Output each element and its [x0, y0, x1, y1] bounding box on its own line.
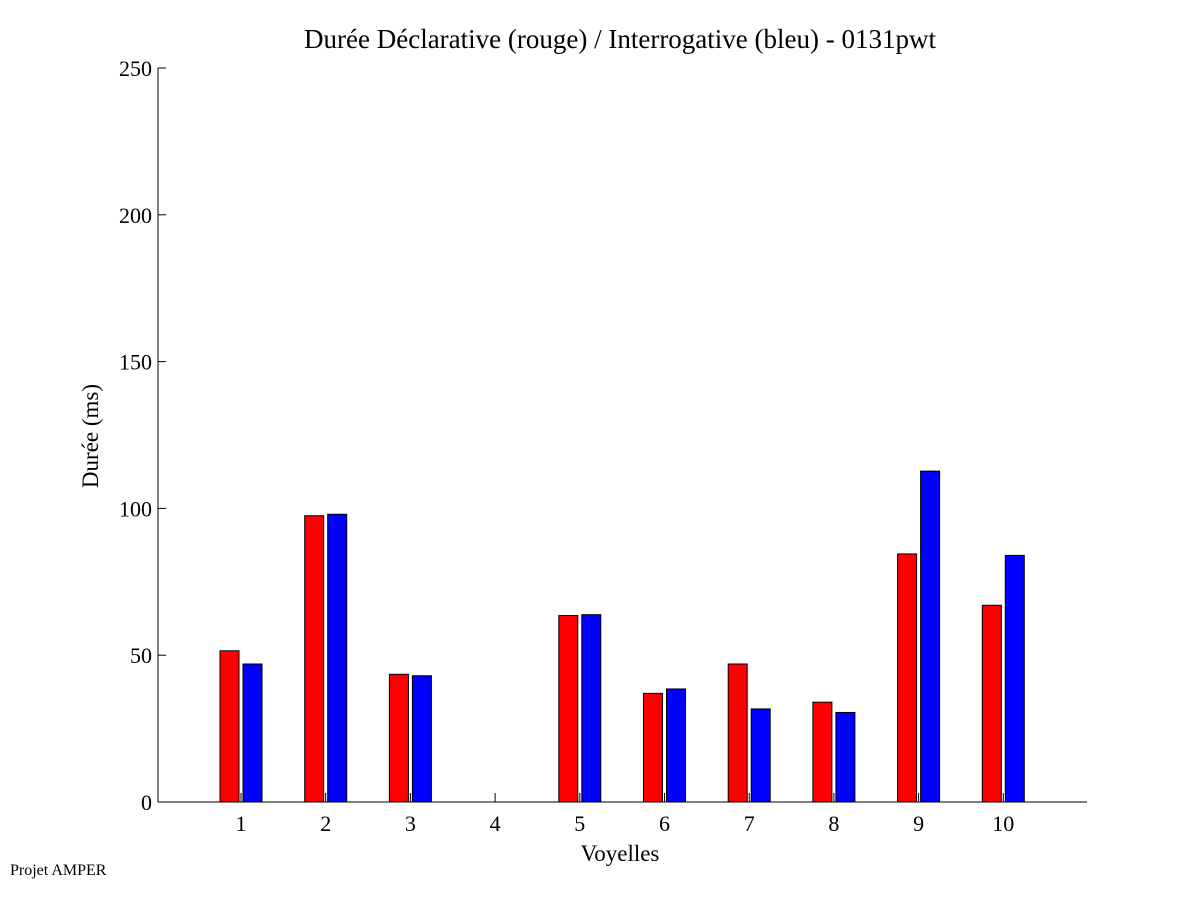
x-tick-label: 10 — [992, 811, 1014, 836]
bar-declarative — [812, 701, 833, 803]
bar-declarative — [981, 604, 1002, 803]
bar-interrogative — [242, 663, 263, 803]
x-tick-label: 1 — [236, 811, 247, 836]
bar-interrogative — [1004, 554, 1025, 803]
y-tick-label: 0 — [141, 790, 152, 815]
bar-interrogative — [920, 470, 941, 803]
y-tick-label: 100 — [119, 496, 152, 521]
bars — [219, 470, 1025, 803]
x-tick-label: 5 — [574, 811, 585, 836]
bar-interrogative — [835, 711, 856, 803]
bar-declarative — [558, 615, 579, 803]
y-tick-label: 200 — [119, 203, 152, 228]
x-tick-label: 2 — [320, 811, 331, 836]
x-tick-label: 6 — [659, 811, 670, 836]
axes — [157, 68, 1087, 803]
x-tick-label: 7 — [744, 811, 755, 836]
x-tick-label: 4 — [490, 811, 501, 836]
bar-declarative — [304, 515, 325, 803]
bar-interrogative — [581, 614, 602, 803]
bar-interrogative — [666, 688, 686, 803]
bar-interrogative — [750, 708, 771, 803]
x-ticks: 1 2 3 4 5 6 7 8 9 10 — [236, 793, 1014, 836]
x-tick-label: 8 — [828, 811, 839, 836]
y-tick-label: 150 — [119, 350, 152, 375]
chart-title: Durée Déclarative (rouge) / Interrogativ… — [304, 24, 936, 54]
x-tick-label: 9 — [913, 811, 924, 836]
bar-interrogative — [327, 513, 348, 803]
bar-declarative — [897, 553, 918, 803]
footer-label: Projet AMPER — [10, 862, 107, 879]
bar-declarative — [219, 650, 240, 803]
bar-declarative — [388, 673, 409, 803]
y-ticks: 0 50 100 150 200 250 — [119, 56, 166, 815]
y-tick-label: 250 — [119, 56, 152, 81]
x-axis-label: Voyelles — [581, 841, 660, 866]
x-tick-label: 3 — [405, 811, 416, 836]
y-tick-label: 50 — [130, 643, 152, 668]
y-axis-label: Durée (ms) — [78, 384, 103, 488]
bar-interrogative — [411, 675, 432, 803]
bar-declarative — [727, 663, 748, 803]
bar-declarative — [643, 692, 663, 803]
